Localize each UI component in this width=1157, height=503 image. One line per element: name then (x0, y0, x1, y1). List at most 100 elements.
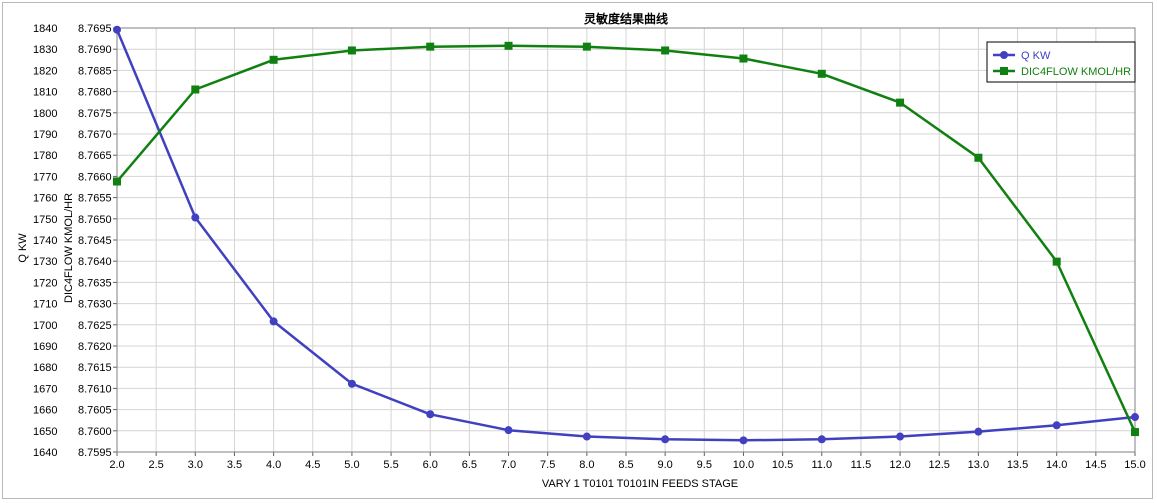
x-tick-label: 10.5 (772, 459, 793, 471)
x-axis-ticks: 2.0 2.5 3.0 3.5 4.0 4.5 5.0 5.5 6.0 6.5 7.0 7.5 8.0 8… (109, 452, 1146, 471)
left-y-tick-label: 1720 (33, 277, 57, 289)
left-y-tick-label: 1680 (33, 362, 57, 374)
data-point-dic4flow[interactable] (191, 85, 200, 94)
x-tick-label: 7.0 (501, 459, 516, 471)
right-y-tick-label: 8.7655 (78, 193, 112, 205)
x-tick-label: 5.0 (344, 459, 359, 471)
data-point-q-kw[interactable] (504, 426, 513, 435)
right-y-tick-label: 8.7595 (78, 447, 112, 459)
data-point-dic4flow[interactable] (1131, 428, 1139, 437)
right-y-tick-label: 8.7690 (78, 44, 112, 56)
data-point-dic4flow[interactable] (739, 54, 748, 63)
plot-area[interactable] (116, 27, 1136, 453)
legend-label-q-kw: Q KW (1021, 50, 1051, 62)
data-point-q-kw[interactable] (739, 436, 748, 445)
data-point-q-kw[interactable] (661, 435, 670, 444)
series-line-q-kw (115, 29, 1136, 442)
data-point-dic4flow[interactable] (426, 42, 435, 51)
left-y-tick-label: 1700 (33, 320, 57, 332)
x-tick-label: 3.0 (188, 459, 203, 471)
left-y-axis-title: Q KW (17, 233, 29, 263)
left-y-tick-label: 1810 (33, 87, 57, 99)
x-tick-label: 3.5 (227, 459, 242, 471)
x-tick-label: 14.0 (1046, 459, 1067, 471)
legend-marker-q-kw (1000, 51, 1008, 59)
x-tick-label: 2.0 (109, 459, 124, 471)
left-y-axis-ticks: 1640 1650 1660 1670 1680 1690 1700 1710 1720 1730… (33, 23, 57, 459)
right-y-tick-label: 8.7625 (78, 320, 112, 332)
left-y-tick-label: 1760 (33, 193, 57, 205)
data-point-dic4flow[interactable] (974, 153, 983, 162)
right-y-tick-label: 8.7675 (78, 108, 112, 120)
right-y-tick-label: 8.7630 (78, 299, 112, 311)
left-y-tick-label: 1840 (33, 23, 57, 35)
data-point-dic4flow[interactable] (582, 42, 591, 51)
right-y-tick-label: 8.7600 (78, 426, 112, 438)
grid-lines (116, 27, 1136, 453)
data-point-q-kw[interactable] (347, 379, 356, 388)
x-tick-label: 14.5 (1085, 459, 1106, 471)
left-y-tick-label: 1650 (33, 426, 57, 438)
legend-label-dic4flow: DIC4FLOW KMOL/HR (1021, 66, 1131, 78)
x-tick-label: 9.0 (658, 459, 673, 471)
right-y-tick-label: 8.7605 (78, 405, 112, 417)
x-tick-label: 9.5 (697, 459, 712, 471)
right-y-tick-label: 8.7685 (78, 65, 112, 77)
data-point-q-kw[interactable] (896, 432, 905, 441)
x-tick-label: 13.0 (968, 459, 989, 471)
x-tick-label: 8.5 (618, 459, 633, 471)
x-tick-label: 10.0 (733, 459, 754, 471)
data-point-dic4flow[interactable] (661, 46, 670, 55)
data-point-dic4flow[interactable] (1052, 257, 1061, 266)
data-point-q-kw[interactable] (1052, 421, 1061, 430)
right-y-tick-label: 8.7635 (78, 277, 112, 289)
left-y-tick-label: 1770 (33, 171, 57, 183)
left-y-tick-label: 1670 (33, 383, 57, 395)
left-y-tick-label: 1830 (33, 44, 57, 56)
left-y-tick-label: 1660 (33, 405, 57, 417)
data-point-dic4flow[interactable] (504, 41, 513, 50)
left-y-tick-label: 1710 (33, 299, 57, 311)
data-point-q-kw[interactable] (269, 317, 278, 326)
x-tick-label: 4.0 (266, 459, 281, 471)
data-point-q-kw[interactable] (191, 213, 200, 222)
left-y-tick-label: 1690 (33, 341, 57, 353)
x-tick-label: 5.5 (383, 459, 398, 471)
legend-box (986, 41, 1136, 83)
data-point-q-kw[interactable] (817, 435, 826, 444)
x-tick-label: 12.0 (889, 459, 910, 471)
legend[interactable]: Q KW DIC4FLOW KMOL/HR (986, 41, 1136, 83)
right-y-tick-label: 8.7680 (78, 87, 112, 99)
data-point-q-kw[interactable] (974, 427, 983, 436)
right-y-axis-ticks: 8.7595 8.7600 8.7605 8.7610 8.7615 8.7620 8.76… (78, 23, 117, 459)
left-y-tick-label: 1800 (33, 108, 57, 120)
right-y-axis-title: DIC4FLOW KMOL/HR (63, 193, 75, 303)
x-tick-label: 6.0 (423, 459, 438, 471)
data-point-dic4flow[interactable] (347, 46, 356, 55)
data-point-q-kw[interactable] (1131, 413, 1139, 422)
x-tick-label: 11.5 (851, 459, 872, 471)
x-tick-label: 8.0 (579, 459, 594, 471)
x-tick-label: 7.5 (540, 459, 555, 471)
x-tick-label: 11.0 (811, 459, 832, 471)
left-y-tick-label: 1780 (33, 150, 57, 162)
left-y-tick-label: 1790 (33, 129, 57, 141)
right-y-tick-label: 8.7640 (78, 256, 112, 268)
right-y-tick-label: 8.7610 (78, 383, 112, 395)
data-point-dic4flow[interactable] (817, 69, 826, 78)
data-point-q-kw[interactable] (113, 25, 121, 34)
left-y-tick-label: 1820 (33, 65, 57, 77)
legend-marker-dic4flow (1000, 67, 1008, 75)
data-point-q-kw[interactable] (582, 432, 591, 441)
data-point-q-kw[interactable] (426, 410, 435, 419)
data-point-dic4flow[interactable] (113, 177, 121, 186)
x-axis-title: VARY 1 T0101 T0101IN FEEDS STAGE (542, 478, 738, 490)
data-point-dic4flow[interactable] (269, 55, 278, 64)
left-y-tick-label: 1740 (33, 235, 57, 247)
right-y-tick-label: 8.7645 (78, 235, 112, 247)
right-y-tick-label: 8.7615 (78, 362, 112, 374)
series-layer (113, 25, 1139, 445)
chart-title: 灵敏度结果曲线 (584, 11, 668, 26)
data-point-dic4flow[interactable] (896, 98, 905, 107)
